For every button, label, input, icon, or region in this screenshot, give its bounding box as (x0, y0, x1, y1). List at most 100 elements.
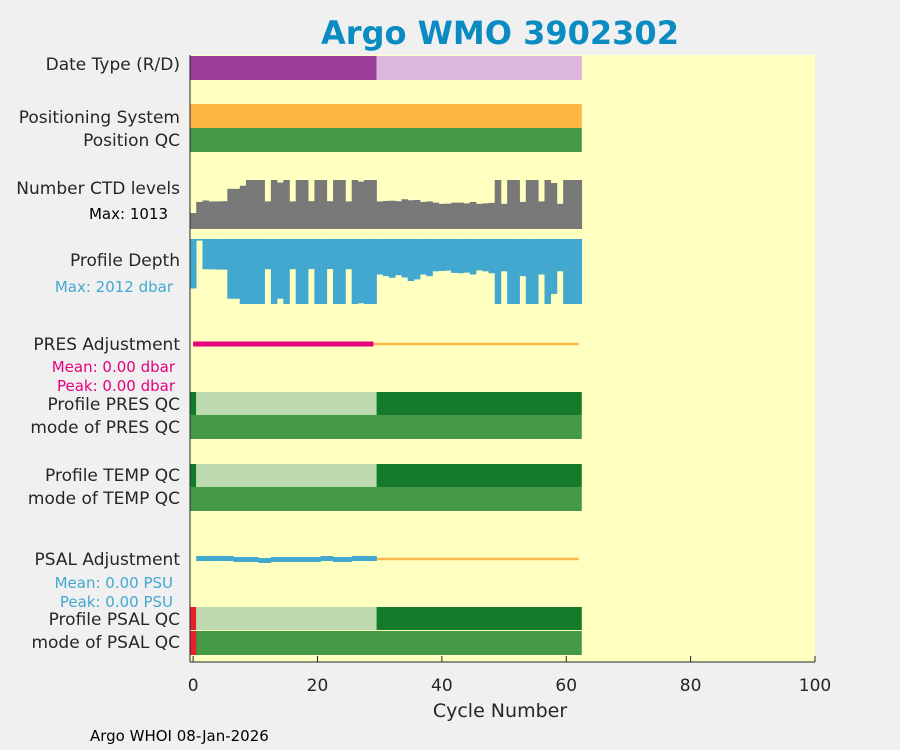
ctd-level-bar (270, 180, 278, 229)
profile-depth-bar (351, 239, 359, 304)
chart-title: Argo WMO 3902302 (321, 14, 679, 52)
ctd-level-bar (326, 201, 334, 229)
profile-depth-bar (426, 239, 433, 277)
profile-depth-bar (532, 239, 539, 304)
ctd-level-bar (494, 180, 502, 229)
profile-depth-bar (190, 239, 197, 289)
ctd-level-bar (339, 180, 346, 229)
psal-adjustment-mark (258, 558, 265, 563)
ctd-level-bar (488, 202, 496, 229)
psal-adjustment-mark (233, 557, 241, 562)
profile-depth-bar (208, 239, 216, 270)
positioning-bar (190, 104, 582, 128)
profile-depth-bar (563, 239, 570, 304)
ctd-level-bar (258, 180, 265, 229)
label-pres-peak: Peak: 0.00 dbar (57, 377, 176, 395)
profile-depth-bar (364, 239, 371, 304)
psal-adjustment-mark (264, 558, 272, 563)
profile-depth-bar (457, 239, 464, 274)
x-axis: 0 20 40 60 80 100 (188, 55, 831, 696)
profile-depth-bar (314, 239, 321, 304)
ctd-level-bar (500, 203, 508, 229)
ctd-level-bar (532, 180, 539, 229)
label-profile-temp-qc: Profile TEMP QC (45, 466, 180, 486)
profile-depth-bar (575, 239, 583, 304)
profile-depth-bar (469, 239, 477, 275)
label-depth-max: Max: 2012 dbar (55, 278, 174, 296)
x-tick-label: 100 (799, 676, 831, 696)
profile-depth-bar (444, 239, 452, 271)
profile-depth-bar (382, 239, 390, 277)
label-profile-psal-qc: Profile PSAL QC (49, 610, 180, 630)
profile-depth-bar (245, 239, 253, 304)
ctd-level-bar (202, 200, 209, 229)
psal-adjustment-mark (214, 556, 222, 561)
ctd-level-bar (407, 200, 415, 229)
profile-pres-qc-dark-bar (376, 392, 582, 415)
label-psal-mean: Mean: 0.00 PSU (55, 574, 173, 592)
ctd-level-bar (221, 201, 228, 229)
ctd-level-bar (550, 183, 558, 229)
profile-depth-bar (451, 239, 458, 273)
profile-depth-bar (227, 239, 234, 299)
ctd-level-bar (333, 180, 340, 229)
ctd-level-bar (389, 200, 396, 229)
profile-depth-bar (550, 239, 558, 294)
ctd-level-bar (314, 180, 321, 229)
ctd-level-bar (345, 201, 352, 229)
profile-depth-bar (357, 239, 365, 304)
ctd-level-bar (208, 201, 216, 229)
psal-adjustment-mark (196, 556, 203, 561)
profile-depth-bar (345, 239, 352, 270)
profile-depth-bar (264, 239, 272, 270)
profile-temp-qc-first-cycle (190, 464, 197, 487)
ctd-level-bar (376, 201, 384, 229)
ctd-level-bar (575, 180, 583, 229)
profile-depth-bar (233, 239, 241, 299)
psal-adjustment-mark (221, 556, 228, 561)
ctd-level-bar (320, 180, 328, 229)
profile-depth-bar (432, 239, 440, 272)
mode-pres-qc-bar (190, 415, 582, 439)
psal-adjustment-mark (364, 556, 371, 561)
profile-depth-bar (395, 239, 402, 276)
x-tick-label: 60 (555, 676, 577, 696)
profile-pres-qc-first-cycle (190, 392, 197, 415)
psal-adjustment-mark (289, 557, 297, 562)
ctd-level-bar (382, 200, 390, 229)
profile-temp-qc-light-bar (196, 464, 377, 487)
psal-adjustment-mark (208, 556, 216, 561)
ctd-level-bar (432, 202, 440, 229)
profile-depth-bar (494, 239, 502, 304)
psal-adjustment-mark (252, 557, 259, 562)
ctd-level-bar (308, 201, 315, 229)
psal-adjustment-mark (308, 557, 315, 562)
ctd-level-bar (364, 180, 371, 229)
profile-depth-bar (283, 239, 290, 304)
ctd-level-bar (295, 180, 303, 229)
profile-psal-qc-light-bar (196, 607, 377, 630)
profile-depth-bar (413, 239, 421, 280)
position-qc-bar (190, 128, 582, 152)
x-tick-label: 20 (307, 676, 329, 696)
ctd-level-bar (370, 180, 377, 229)
ctd-level-bar (413, 199, 421, 229)
profile-depth-bar (320, 239, 328, 304)
ctd-level-bar (438, 203, 446, 229)
psal-adjustment-mark (277, 557, 284, 562)
profile-depth-bar (277, 239, 284, 299)
psal-adjustment-mark (339, 557, 346, 562)
psal-adjustment-mark (333, 557, 340, 562)
mode-temp-qc-bar (190, 487, 582, 511)
psal-adjustment-mark (270, 557, 278, 562)
ctd-level-bar (563, 180, 570, 229)
profile-depth-bar (569, 239, 576, 304)
profile-depth-bar (202, 239, 209, 270)
ctd-level-bar (401, 199, 408, 229)
profile-depth-bar (295, 239, 303, 304)
ctd-level-bar (214, 201, 222, 229)
ctd-level-bar (538, 201, 545, 229)
ctd-level-bar (476, 203, 483, 229)
profile-depth-bar (221, 239, 228, 270)
